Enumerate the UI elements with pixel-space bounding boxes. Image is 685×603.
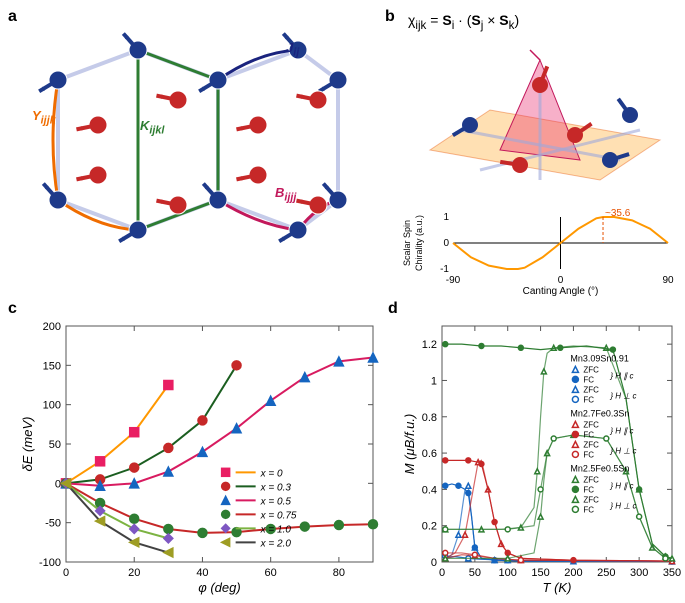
svg-text:} H ⊥ c: } H ⊥ c bbox=[609, 446, 636, 455]
svg-text:} H ∥ c: } H ∥ c bbox=[609, 481, 633, 490]
svg-text:} H ⊥ c: } H ⊥ c bbox=[609, 391, 636, 400]
svg-text:FC: FC bbox=[583, 505, 594, 514]
svg-text:300: 300 bbox=[630, 567, 648, 579]
annotation-B: Bijjj bbox=[275, 185, 296, 204]
svg-text:ZFC: ZFC bbox=[583, 365, 599, 374]
svg-text:350: 350 bbox=[663, 567, 681, 579]
panel-label-d: d bbox=[388, 300, 398, 318]
svg-text:FC: FC bbox=[583, 450, 594, 459]
svg-text:FC: FC bbox=[583, 375, 594, 384]
svg-text:x = 1.0: x = 1.0 bbox=[260, 524, 292, 535]
panel-d-chart: 0 50 100 150 200 250 300 350 0 0.2 0.4 0.6 0.8 1 1.2 T … bbox=[400, 316, 680, 596]
svg-text:40: 40 bbox=[196, 567, 208, 579]
svg-text:1.2: 1.2 bbox=[422, 339, 437, 351]
svg-text:-90: -90 bbox=[446, 275, 461, 286]
annotation-K: Kijkl bbox=[140, 118, 164, 137]
svg-text:80: 80 bbox=[333, 567, 345, 579]
svg-text:-1: -1 bbox=[440, 264, 449, 275]
svg-text:250: 250 bbox=[597, 567, 615, 579]
panel-b-chirality-chart: -90 0 90 -1 0 1 Scalar SpinChirality (a.u.) Can… bbox=[398, 205, 678, 295]
svg-text:ZFC: ZFC bbox=[583, 385, 599, 394]
svg-text:50: 50 bbox=[469, 567, 481, 579]
svg-text:x = 2.0: x = 2.0 bbox=[260, 538, 292, 549]
svg-text:Mn2.7Fe0.3Sn: Mn2.7Fe0.3Sn bbox=[570, 408, 629, 418]
svg-text:ZFC: ZFC bbox=[583, 495, 599, 504]
svg-text:FC: FC bbox=[583, 485, 594, 494]
svg-text:0.4: 0.4 bbox=[422, 484, 437, 496]
svg-text:x = 0.5: x = 0.5 bbox=[260, 496, 292, 507]
svg-text:Scalar Spin: Scalar Spin bbox=[402, 220, 412, 266]
svg-text:Mn2.5Fe0.5Sn: Mn2.5Fe0.5Sn bbox=[570, 463, 629, 473]
svg-text:x = 0.3: x = 0.3 bbox=[260, 482, 292, 493]
svg-text:ZFC: ZFC bbox=[583, 440, 599, 449]
svg-text:1: 1 bbox=[431, 375, 437, 387]
svg-text:Canting Angle (°): Canting Angle (°) bbox=[523, 286, 599, 297]
panel-label-a: a bbox=[8, 8, 17, 26]
annotation-J: Jij bbox=[286, 40, 299, 59]
svg-text:FC: FC bbox=[583, 395, 594, 404]
svg-text:200: 200 bbox=[564, 567, 582, 579]
svg-text:0: 0 bbox=[443, 238, 449, 249]
svg-text:0.8: 0.8 bbox=[422, 412, 437, 424]
chirality-formula: χijk = Si · (Sj × Sk) bbox=[408, 12, 519, 32]
svg-text:x = 0.75: x = 0.75 bbox=[260, 510, 297, 521]
svg-text:20: 20 bbox=[128, 567, 140, 579]
svg-text:M (μB/f.u.): M (μB/f.u.) bbox=[402, 414, 417, 475]
svg-text:200: 200 bbox=[43, 321, 61, 333]
svg-text:} H ∥ c: } H ∥ c bbox=[609, 371, 633, 380]
panel-a-lattice bbox=[18, 20, 378, 270]
svg-text:δE (meV): δE (meV) bbox=[20, 417, 35, 472]
panel-label-c: c bbox=[8, 300, 17, 318]
svg-text:50: 50 bbox=[49, 439, 61, 451]
svg-text:1: 1 bbox=[443, 212, 449, 223]
panel-label-b: b bbox=[385, 8, 395, 26]
svg-text:0: 0 bbox=[558, 275, 564, 286]
annotation-Y: Yijjk bbox=[32, 108, 56, 127]
svg-text:T (K): T (K) bbox=[543, 580, 572, 595]
svg-text:150: 150 bbox=[531, 567, 549, 579]
svg-text:0: 0 bbox=[431, 557, 437, 569]
svg-text:100: 100 bbox=[43, 400, 61, 412]
svg-text:ZFC: ZFC bbox=[583, 475, 599, 484]
panel-c-chart: 0 20 40 60 80 -100 -50 0 50 100 150 200 φ (deg) δE (m… bbox=[18, 316, 383, 596]
svg-text:~35.6: ~35.6 bbox=[605, 208, 631, 219]
svg-text:x = 0: x = 0 bbox=[260, 468, 283, 479]
svg-text:0: 0 bbox=[439, 567, 445, 579]
svg-text:0.2: 0.2 bbox=[422, 521, 437, 533]
svg-text:FC: FC bbox=[583, 430, 594, 439]
svg-text:90: 90 bbox=[662, 275, 674, 286]
svg-text:Mn3.09Sn0.91: Mn3.09Sn0.91 bbox=[570, 353, 629, 363]
svg-text:-50: -50 bbox=[45, 518, 61, 530]
svg-text:100: 100 bbox=[499, 567, 517, 579]
svg-text:Chirality (a.u.): Chirality (a.u.) bbox=[414, 215, 424, 271]
svg-text:ZFC: ZFC bbox=[583, 420, 599, 429]
svg-text:} H ∥ c: } H ∥ c bbox=[609, 426, 633, 435]
svg-text:60: 60 bbox=[265, 567, 277, 579]
svg-text:0: 0 bbox=[63, 567, 69, 579]
svg-text:φ (deg): φ (deg) bbox=[198, 580, 240, 595]
panel-b-3d bbox=[400, 30, 680, 200]
svg-text:} H ⊥ c: } H ⊥ c bbox=[609, 501, 636, 510]
svg-text:-100: -100 bbox=[39, 557, 61, 569]
svg-text:0.6: 0.6 bbox=[422, 448, 437, 460]
svg-text:0: 0 bbox=[55, 478, 61, 490]
svg-text:150: 150 bbox=[43, 360, 61, 372]
